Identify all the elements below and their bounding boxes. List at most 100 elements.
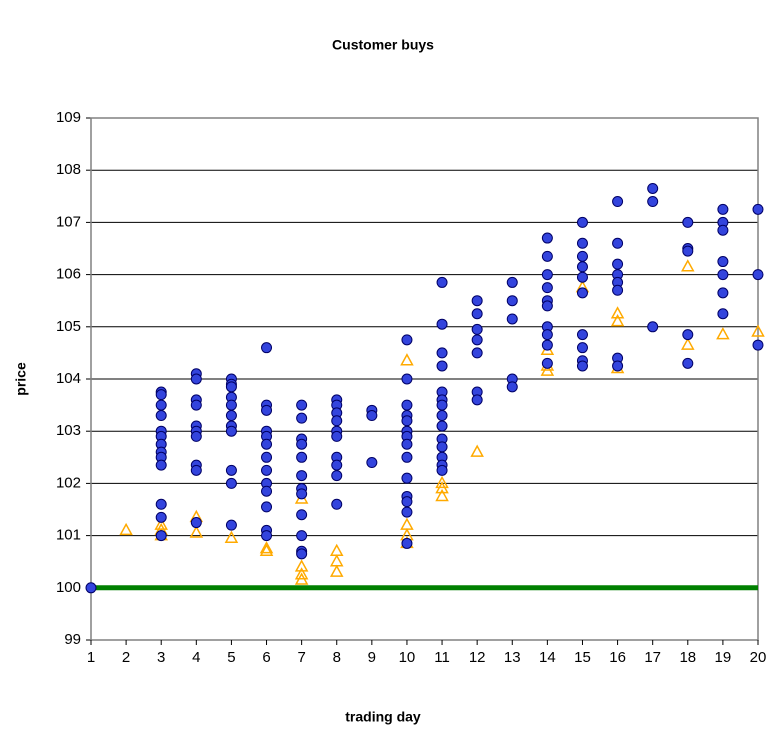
data-point [576,261,588,273]
y-tick-label: 106 [56,266,81,283]
data-point [541,329,553,341]
x-tick-label: 10 [399,649,416,666]
data-point [541,357,553,369]
data-point [261,404,273,416]
data-point [610,314,625,327]
y-tick-label: 104 [56,370,81,387]
data-point [261,501,273,513]
data-point [612,284,624,296]
data-point [541,250,553,262]
data-point [296,509,308,521]
data-point [225,519,237,531]
data-point [190,430,202,442]
data-point [155,410,167,422]
data-point [225,464,237,476]
data-point [471,394,483,406]
data-point [296,399,308,411]
data-point [541,269,553,281]
y-axis-label: price [13,362,29,396]
data-point [541,300,553,312]
data-point [717,203,729,215]
data-point [261,464,273,476]
data-point [506,381,518,393]
y-tick-label: 109 [56,109,81,126]
y-tick-label: 101 [56,527,81,544]
data-point [471,347,483,359]
data-point [401,399,413,411]
data-point [576,329,588,341]
data-point [155,530,167,542]
data-point [436,420,448,432]
x-tick-label: 17 [644,649,661,666]
data-point [436,410,448,422]
data-point [436,318,448,330]
data-point [647,196,659,208]
data-point [261,451,273,463]
data-point [541,282,553,294]
data-point [225,381,237,393]
x-tick-label: 15 [574,649,591,666]
data-point [612,196,624,208]
data-point [682,245,694,257]
data-point [190,464,202,476]
data-point [296,470,308,482]
x-tick-label: 3 [157,649,165,666]
data-point [224,530,239,543]
data-point [681,337,695,350]
x-tick-label: 7 [297,649,305,666]
data-point [85,582,97,594]
data-point [400,517,414,530]
data-point [401,334,413,346]
data-point [331,415,343,427]
data-point [436,399,448,411]
data-point [610,306,625,319]
x-tick-label: 11 [434,649,450,666]
x-tick-label: 16 [609,649,626,666]
x-tick-label: 12 [469,649,486,666]
x-tick-label: 14 [539,649,556,666]
data-point [471,334,483,346]
x-tick-label: 18 [679,649,696,666]
data-point [471,323,483,335]
y-tick-label: 100 [56,579,81,596]
data-point [752,269,764,281]
data-point [296,412,308,424]
data-point [296,438,308,450]
data-point [155,511,167,523]
x-tick-label: 2 [122,649,130,666]
data-point [366,457,378,469]
data-point [296,530,308,542]
data-point [294,572,309,585]
data-point [155,389,167,401]
data-point [576,250,588,262]
data-point [329,543,344,557]
data-point [717,287,729,299]
data-point [155,399,167,411]
data-point [682,216,694,228]
x-axis-label: trading day [345,709,421,725]
data-point [506,313,518,325]
data-point [296,548,308,560]
y-tick-label: 99 [64,631,81,648]
data-point [296,488,308,500]
data-point [576,237,588,249]
data-point [331,498,343,510]
data-point [190,373,202,385]
x-tick-label: 19 [715,649,732,666]
data-point [717,224,729,236]
data-point [717,269,729,281]
data-point [752,339,764,351]
data-point [401,472,413,484]
data-point [506,295,518,307]
y-tick-label: 105 [56,318,81,335]
data-point [435,475,449,489]
x-tick-label: 6 [262,649,270,666]
data-point [225,410,237,422]
data-point [716,327,730,340]
data-point [401,373,413,385]
y-tick-label: 102 [56,474,81,491]
data-point [331,470,343,482]
data-point [259,543,274,557]
data-point [155,459,167,471]
